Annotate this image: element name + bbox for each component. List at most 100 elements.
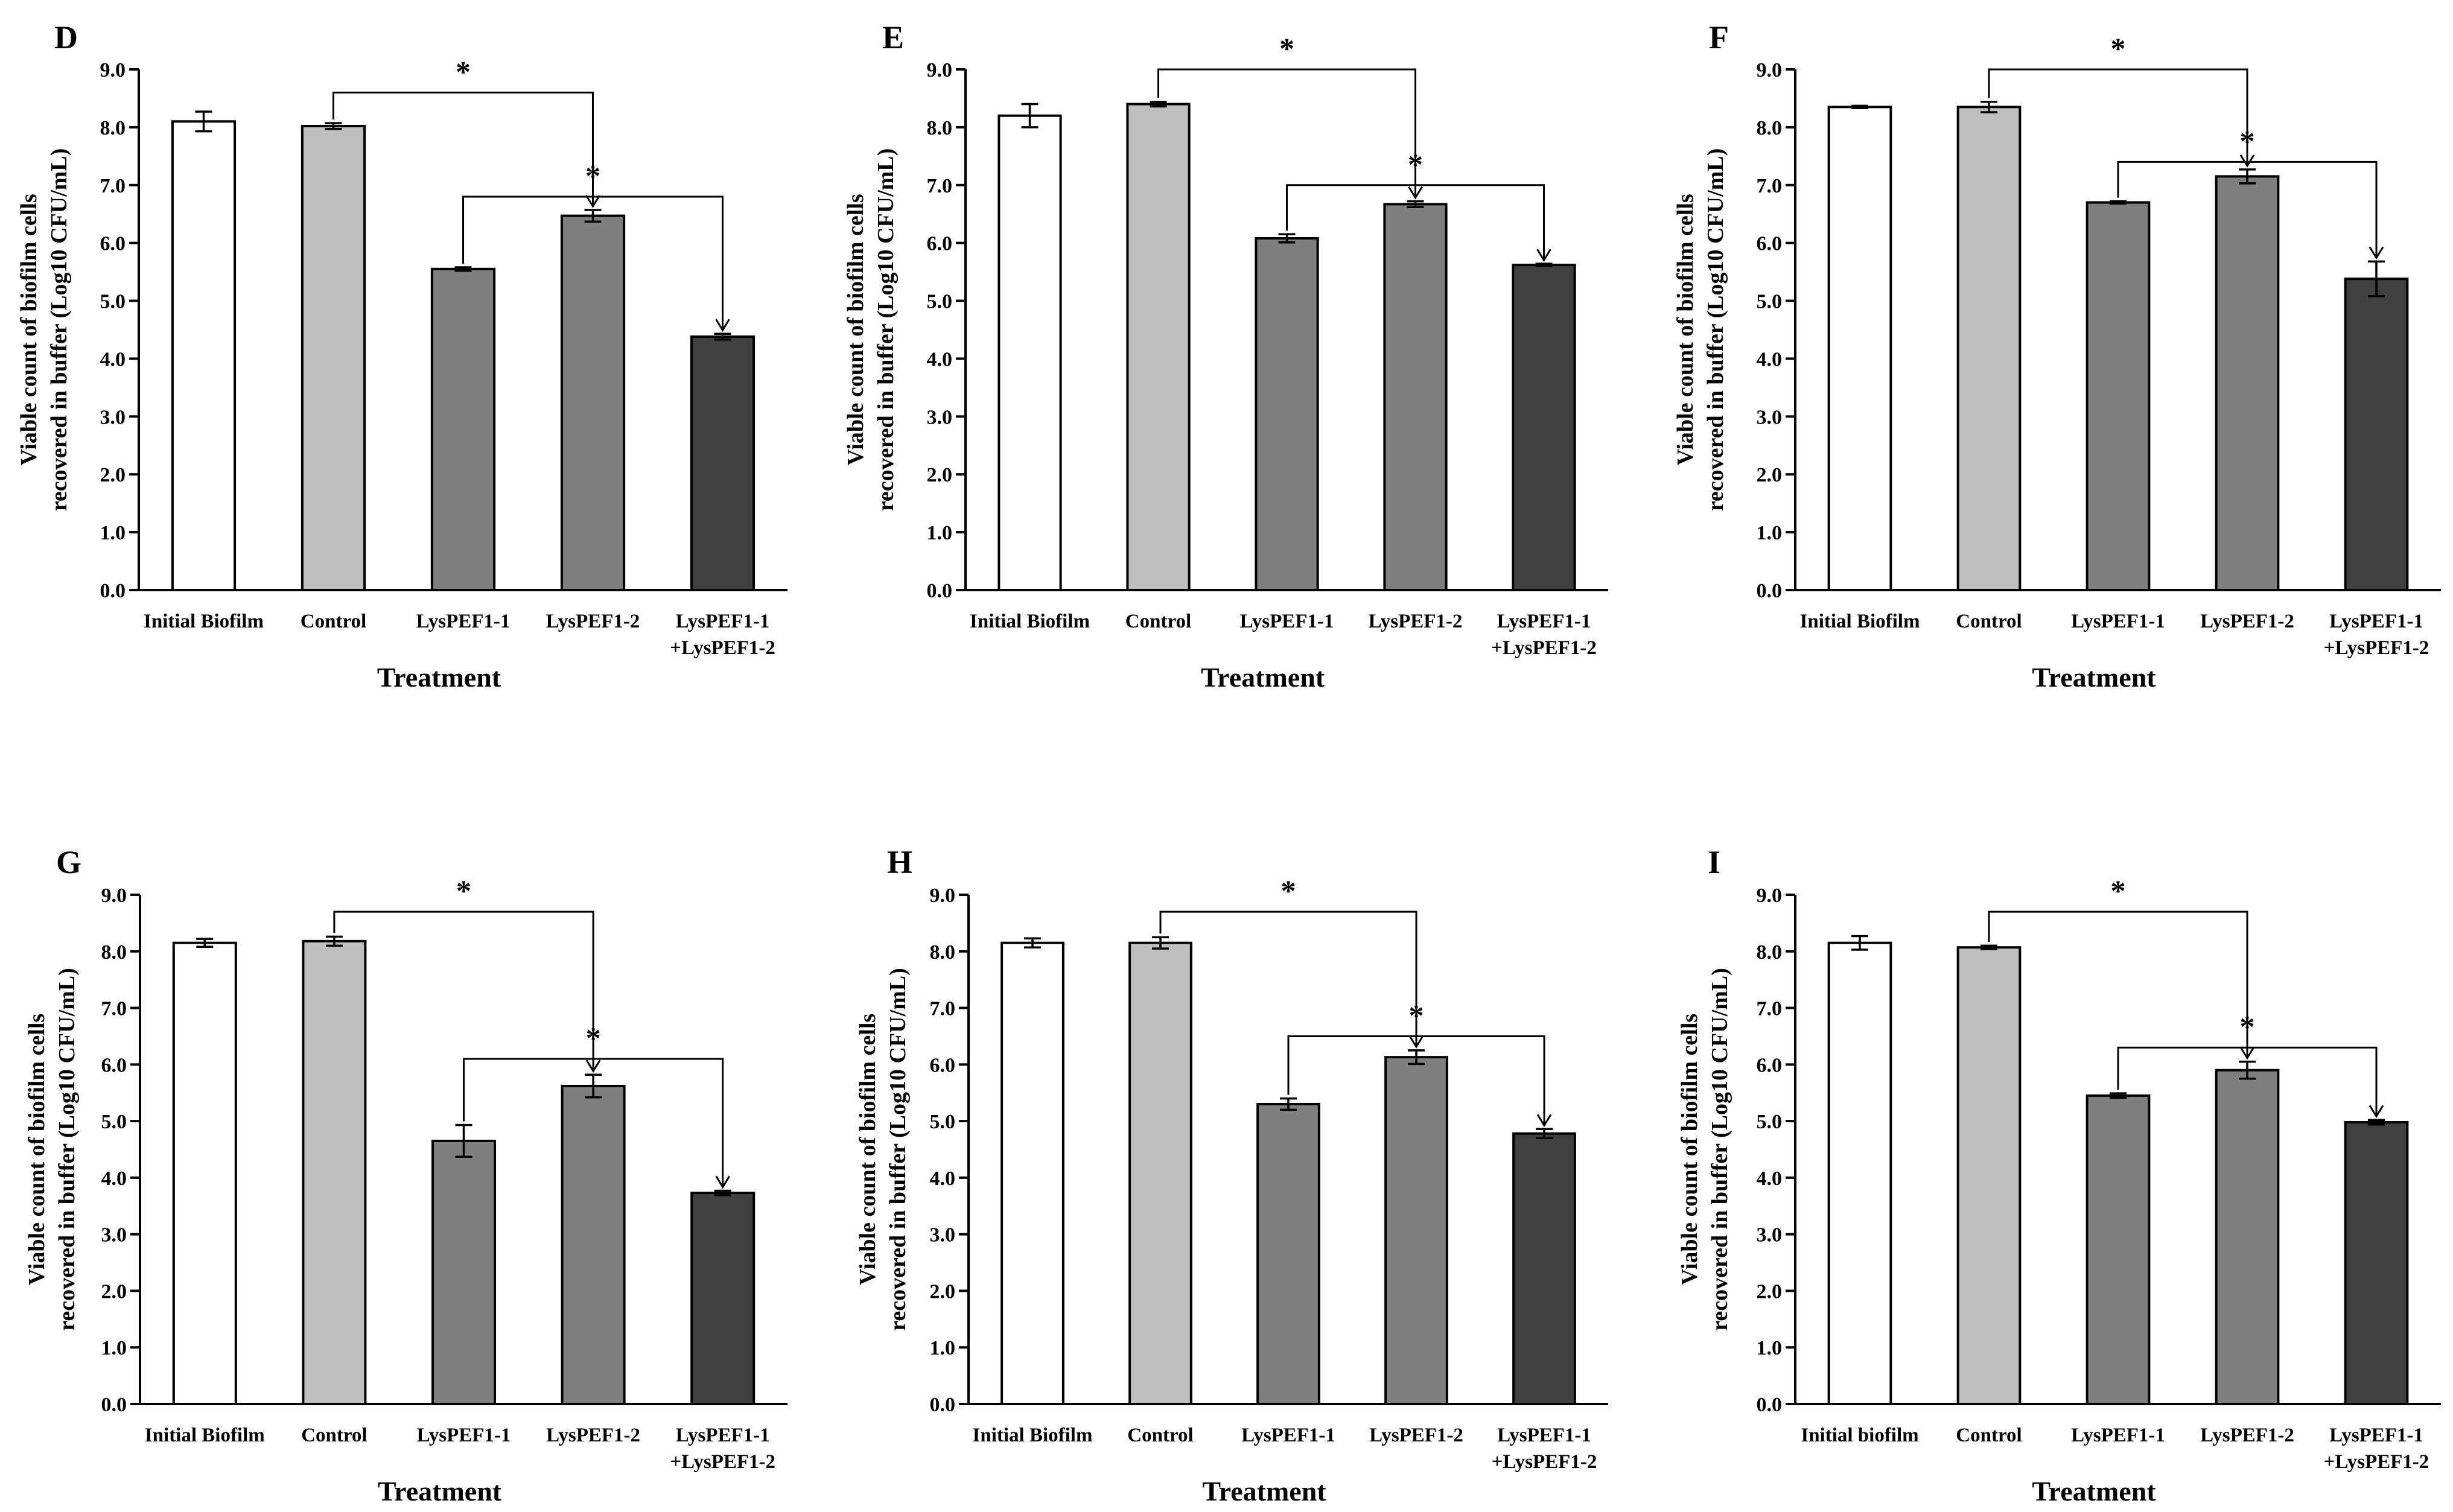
y-tick-label: 9.0 xyxy=(1757,885,1783,907)
y-tick-label: 4.0 xyxy=(1757,348,1783,370)
significance-star: * xyxy=(1279,31,1294,65)
significance-star: * xyxy=(1281,874,1296,907)
y-tick-label: 9.0 xyxy=(1757,59,1783,81)
y-tick-label: 2.0 xyxy=(101,1280,127,1303)
bar xyxy=(1255,237,1319,591)
x-tick-label: Control xyxy=(301,611,366,632)
y-tick-label: 1.0 xyxy=(1757,522,1783,544)
significance-star: * xyxy=(1409,998,1424,1032)
significance-star: * xyxy=(2240,1009,2255,1043)
y-tick-label: 8.0 xyxy=(1757,941,1783,964)
y-tick-label: 7.0 xyxy=(927,175,953,197)
x-tick-label: LysPEF1-1 xyxy=(2329,1425,2423,1446)
y-tick-label: 8.0 xyxy=(930,941,956,964)
x-tick-label: LysPEF1-1 xyxy=(416,611,511,632)
y-axis-title: recovered in buffer (Log10 CFU/mL) xyxy=(885,968,911,1331)
bar xyxy=(561,1084,626,1405)
bar xyxy=(301,124,366,591)
bar xyxy=(2086,201,2151,591)
y-tick-label: 3.0 xyxy=(100,406,126,428)
bracket-arrow xyxy=(2369,246,2384,260)
x-axis-title: Treatment xyxy=(377,662,501,693)
y-tick-label: 5.0 xyxy=(927,291,953,313)
y-axis-title: Viable count of biofilm cells xyxy=(843,194,868,465)
bracket-arrow xyxy=(2239,1046,2255,1060)
bar xyxy=(1956,106,2022,592)
chart-panel-F: F 0.0 1.0 2.0 3.0 4.0 5.0 6.0 7.0 8.0 9.0 Initial B… xyxy=(1673,19,2441,693)
x-tick-label: Control xyxy=(301,1425,367,1446)
significance-bracket xyxy=(1988,910,2248,1058)
panel-letter: H xyxy=(887,844,912,880)
y-axis-title: recovered in buffer (Log10 CFU/mL) xyxy=(46,148,72,512)
y-tick-label: 7.0 xyxy=(1757,175,1783,197)
x-tick-label: +LysPEF1-2 xyxy=(2324,1451,2429,1473)
bracket-arrow xyxy=(715,319,730,332)
y-tick-label: 9.0 xyxy=(101,885,127,907)
y-axis-title: recovered in buffer (Log10 CFU/mL) xyxy=(873,148,899,512)
y-tick-label: 0.0 xyxy=(1757,580,1783,602)
bar xyxy=(1384,1056,1448,1405)
y-tick-label: 5.0 xyxy=(1757,291,1783,313)
y-tick-label: 6.0 xyxy=(100,233,126,255)
bar xyxy=(2215,1069,2280,1405)
panel-letter: D xyxy=(54,19,78,56)
y-tick-label: 8.0 xyxy=(1757,117,1783,139)
y-tick-label: 5.0 xyxy=(101,1111,127,1133)
x-axis-title: Treatment xyxy=(1201,662,1325,693)
y-tick-label: 0.0 xyxy=(930,1394,956,1416)
y-tick-label: 1.0 xyxy=(1757,1337,1783,1359)
x-tick-label: +LysPEF1-2 xyxy=(670,637,775,659)
bar xyxy=(171,120,237,592)
x-tick-label: LysPEF1-2 xyxy=(2200,1425,2294,1446)
y-tick-label: 6.0 xyxy=(101,1054,127,1076)
panel-letter: E xyxy=(882,19,904,56)
y-tick-label: 4.0 xyxy=(101,1167,127,1190)
x-tick-label: LysPEF1-1 xyxy=(1240,611,1334,632)
significance-star: * xyxy=(456,54,471,88)
x-tick-label: Control xyxy=(1956,611,2022,632)
bar xyxy=(302,939,367,1406)
y-axis-title: Viable count of biofilm cells xyxy=(1673,194,1698,465)
x-tick-label: +LysPEF1-2 xyxy=(1492,1451,1597,1473)
y-tick-label: 7.0 xyxy=(100,175,126,197)
y-tick-label: 7.0 xyxy=(1757,998,1783,1020)
x-tick-label: Control xyxy=(1127,1425,1193,1446)
x-tick-label: +LysPEF1-2 xyxy=(670,1451,775,1473)
x-tick-label: LysPEF1-1 xyxy=(1497,1425,1591,1446)
x-tick-label: LysPEF1-2 xyxy=(546,611,640,632)
x-tick-label: Initial Biofilm xyxy=(970,611,1090,632)
y-tick-label: 9.0 xyxy=(927,59,953,81)
y-tick-label: 6.0 xyxy=(927,233,953,255)
bracket-arrow xyxy=(1536,249,1551,262)
bracket-arrow xyxy=(715,1175,730,1189)
significance-bracket xyxy=(463,1058,724,1187)
y-tick-label: 6.0 xyxy=(1757,233,1783,255)
significance-bracket xyxy=(1287,1035,1545,1126)
y-tick-label: 8.0 xyxy=(927,117,953,139)
bar xyxy=(1256,1102,1320,1405)
bar xyxy=(1512,264,1576,591)
y-tick-label: 0.0 xyxy=(100,580,126,602)
panel-letter: F xyxy=(1709,19,1729,56)
y-tick-label: 1.0 xyxy=(930,1337,956,1359)
x-axis-title: Treatment xyxy=(2032,1476,2156,1507)
x-tick-label: Initial Biofilm xyxy=(145,1425,265,1446)
x-tick-label: LysPEF1-1 xyxy=(2071,1425,2165,1446)
y-tick-label: 4.0 xyxy=(930,1167,956,1190)
y-tick-label: 9.0 xyxy=(100,59,126,81)
y-tick-label: 0.0 xyxy=(927,580,953,602)
x-tick-label: Control xyxy=(1956,1425,2022,1446)
y-tick-label: 3.0 xyxy=(930,1224,956,1247)
x-tick-label: +LysPEF1-2 xyxy=(1491,637,1597,659)
x-tick-label: Initial Biofilm xyxy=(1800,611,1920,632)
x-axis-title: Treatment xyxy=(2032,662,2156,693)
y-tick-label: 4.0 xyxy=(927,348,953,370)
x-tick-label: Initial Biofilm xyxy=(144,611,264,632)
significance-bracket xyxy=(1159,910,1417,1047)
bar xyxy=(560,214,626,591)
bar xyxy=(2344,278,2409,591)
y-tick-label: 2.0 xyxy=(100,464,126,486)
bar xyxy=(172,941,237,1405)
x-tick-label: +LysPEF1-2 xyxy=(2324,637,2429,659)
